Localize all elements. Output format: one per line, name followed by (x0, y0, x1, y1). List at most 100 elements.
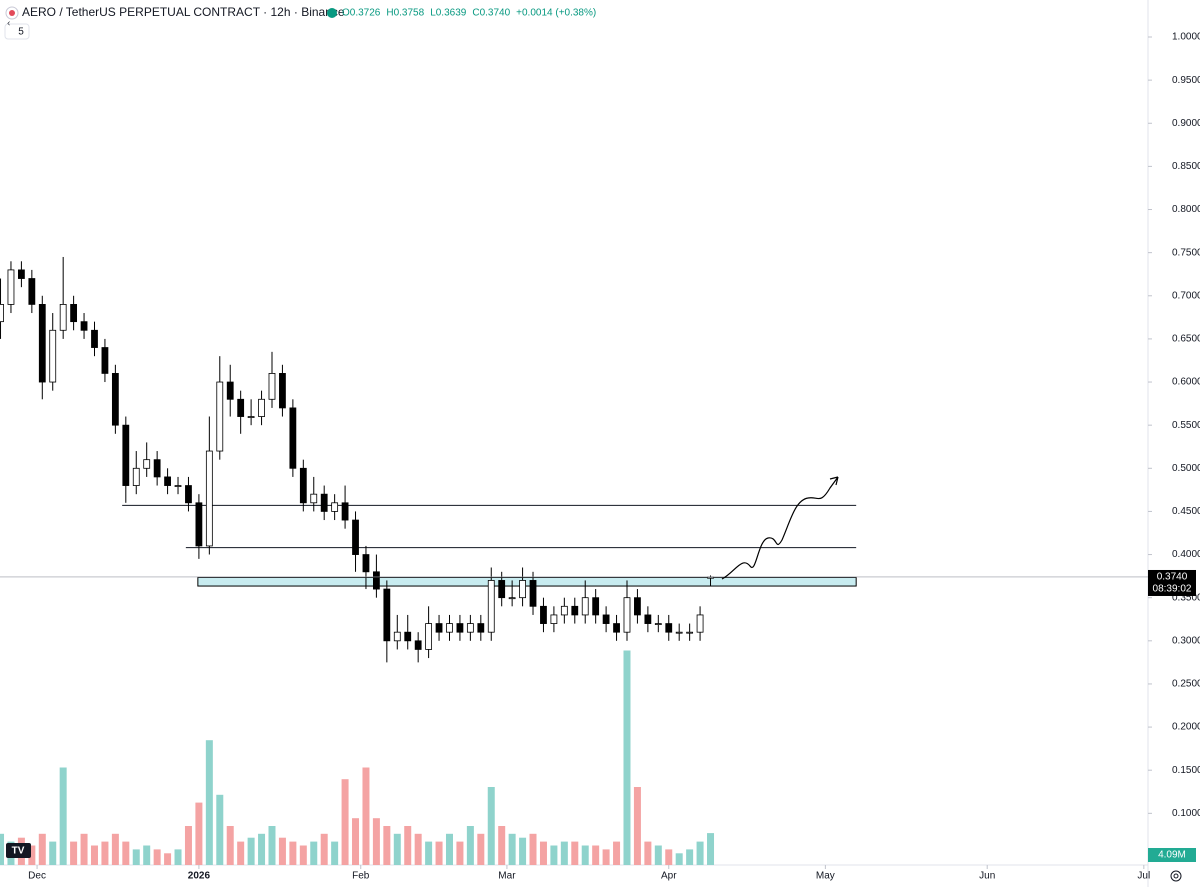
market-status[interactable] (327, 8, 337, 18)
candle-body (18, 269, 25, 279)
volume-bar (216, 794, 224, 865)
ohlc-legend: O0.3726 H0.3758 L0.3639 C0.3740 +0.0014 (+0.… (342, 8, 596, 19)
volume-bar (101, 841, 109, 865)
candle-body (80, 321, 88, 331)
volume-bar (560, 841, 568, 865)
y-tick-label: 0.3500 (1172, 592, 1200, 603)
x-tick-label: Dec (28, 871, 46, 882)
volume-bar (623, 650, 631, 865)
candle-body (529, 580, 537, 607)
candle-body (508, 597, 516, 600)
volume-bar (132, 849, 140, 865)
volume-bar (247, 837, 255, 865)
volume-bar (550, 845, 558, 865)
candle-body (696, 614, 704, 633)
candle-body (320, 493, 328, 512)
volume-bar (195, 802, 203, 865)
candle-body (143, 459, 151, 469)
volume-bar (153, 849, 161, 865)
volume-bar (341, 779, 349, 865)
candle-body (111, 373, 119, 426)
volume-bar (592, 845, 600, 865)
y-tick-label: 0.2000 (1172, 722, 1200, 733)
indicator-toggle[interactable] (4, 23, 30, 40)
candle-body (0, 304, 4, 323)
candle-body (487, 580, 495, 633)
volume-bar (299, 845, 307, 865)
volume-bar (393, 833, 401, 865)
volume-bar (675, 853, 683, 865)
indicator-count[interactable]: 5 (18, 27, 24, 38)
volume-bar (122, 841, 130, 865)
projection-arrow (721, 476, 839, 580)
volume-bar (508, 833, 516, 865)
candle-body (373, 571, 380, 590)
candle-body (70, 304, 78, 323)
y-tick-label: 0.9000 (1172, 118, 1200, 129)
y-tick-label: 0.5500 (1172, 420, 1200, 431)
volume-bar (352, 818, 360, 865)
candle-body (519, 580, 526, 599)
y-tick-label: 1.0000 (1172, 32, 1200, 43)
price-tag-label: 0.3740 (1157, 572, 1188, 583)
volume-bar (164, 853, 172, 865)
chevron (7, 21, 10, 26)
candle-body (310, 493, 318, 504)
support-zone (197, 576, 857, 587)
y-tick-label: 0.6000 (1172, 377, 1200, 388)
volume-bar (143, 845, 151, 865)
candle-body (164, 476, 171, 486)
tv-logo[interactable] (6, 843, 31, 858)
volume-bar (237, 841, 245, 865)
candle-body (550, 614, 558, 624)
candle-body (101, 347, 109, 374)
x-tick-label: Jul (1137, 871, 1150, 882)
volume-bar (258, 833, 266, 865)
volume-bar (383, 826, 391, 865)
candle-body (383, 588, 391, 642)
volume-bar (111, 833, 119, 865)
volume-bar (38, 833, 46, 865)
volume-bar (278, 837, 286, 865)
candle-body (634, 597, 641, 616)
volume-bar (28, 845, 36, 865)
volume-bar (571, 841, 579, 865)
volume-bar (696, 841, 704, 865)
y-tick-label: 0.3000 (1172, 635, 1200, 646)
countdown: 08:39:02 (1153, 584, 1192, 595)
candle-body (686, 631, 694, 634)
candle-body (393, 631, 401, 642)
x-tick-label: May (816, 871, 835, 882)
candle-body (477, 623, 485, 633)
symbol-title[interactable]: AERO / TetherUS PERPETUAL CONTRACT · 12h… (22, 5, 345, 19)
x-tick-label: 2026 (188, 871, 211, 882)
volume-bar (226, 826, 234, 865)
ohlc-value: H0.3758 (386, 8, 424, 19)
x-tick-label: Apr (661, 871, 677, 882)
volume-bar (539, 841, 547, 865)
candle-body (456, 623, 464, 633)
volume-bar (59, 767, 67, 865)
plot (0, 256, 1148, 865)
candle-body (28, 278, 36, 305)
volume-bar (519, 837, 527, 865)
price-tag (1148, 569, 1196, 596)
candle-body (352, 519, 359, 555)
candle-body (425, 623, 433, 650)
y-tick-label: 0.1500 (1172, 765, 1200, 776)
volume-bar (49, 841, 57, 865)
candle-body (258, 398, 265, 417)
volume-bar (602, 849, 610, 865)
volume-bar (414, 833, 422, 865)
candle-body (362, 554, 370, 573)
volume-bar (320, 833, 328, 865)
symbol-icon-dot (9, 10, 15, 16)
candle-body (132, 467, 140, 486)
candle-body (560, 605, 568, 616)
volume-bar (289, 841, 297, 865)
volume-bar (435, 841, 443, 865)
candle-body (581, 597, 589, 616)
settings-icon[interactable] (1170, 870, 1182, 882)
ohlc-value: L0.3639 (430, 8, 467, 19)
volume-bar (174, 849, 182, 865)
